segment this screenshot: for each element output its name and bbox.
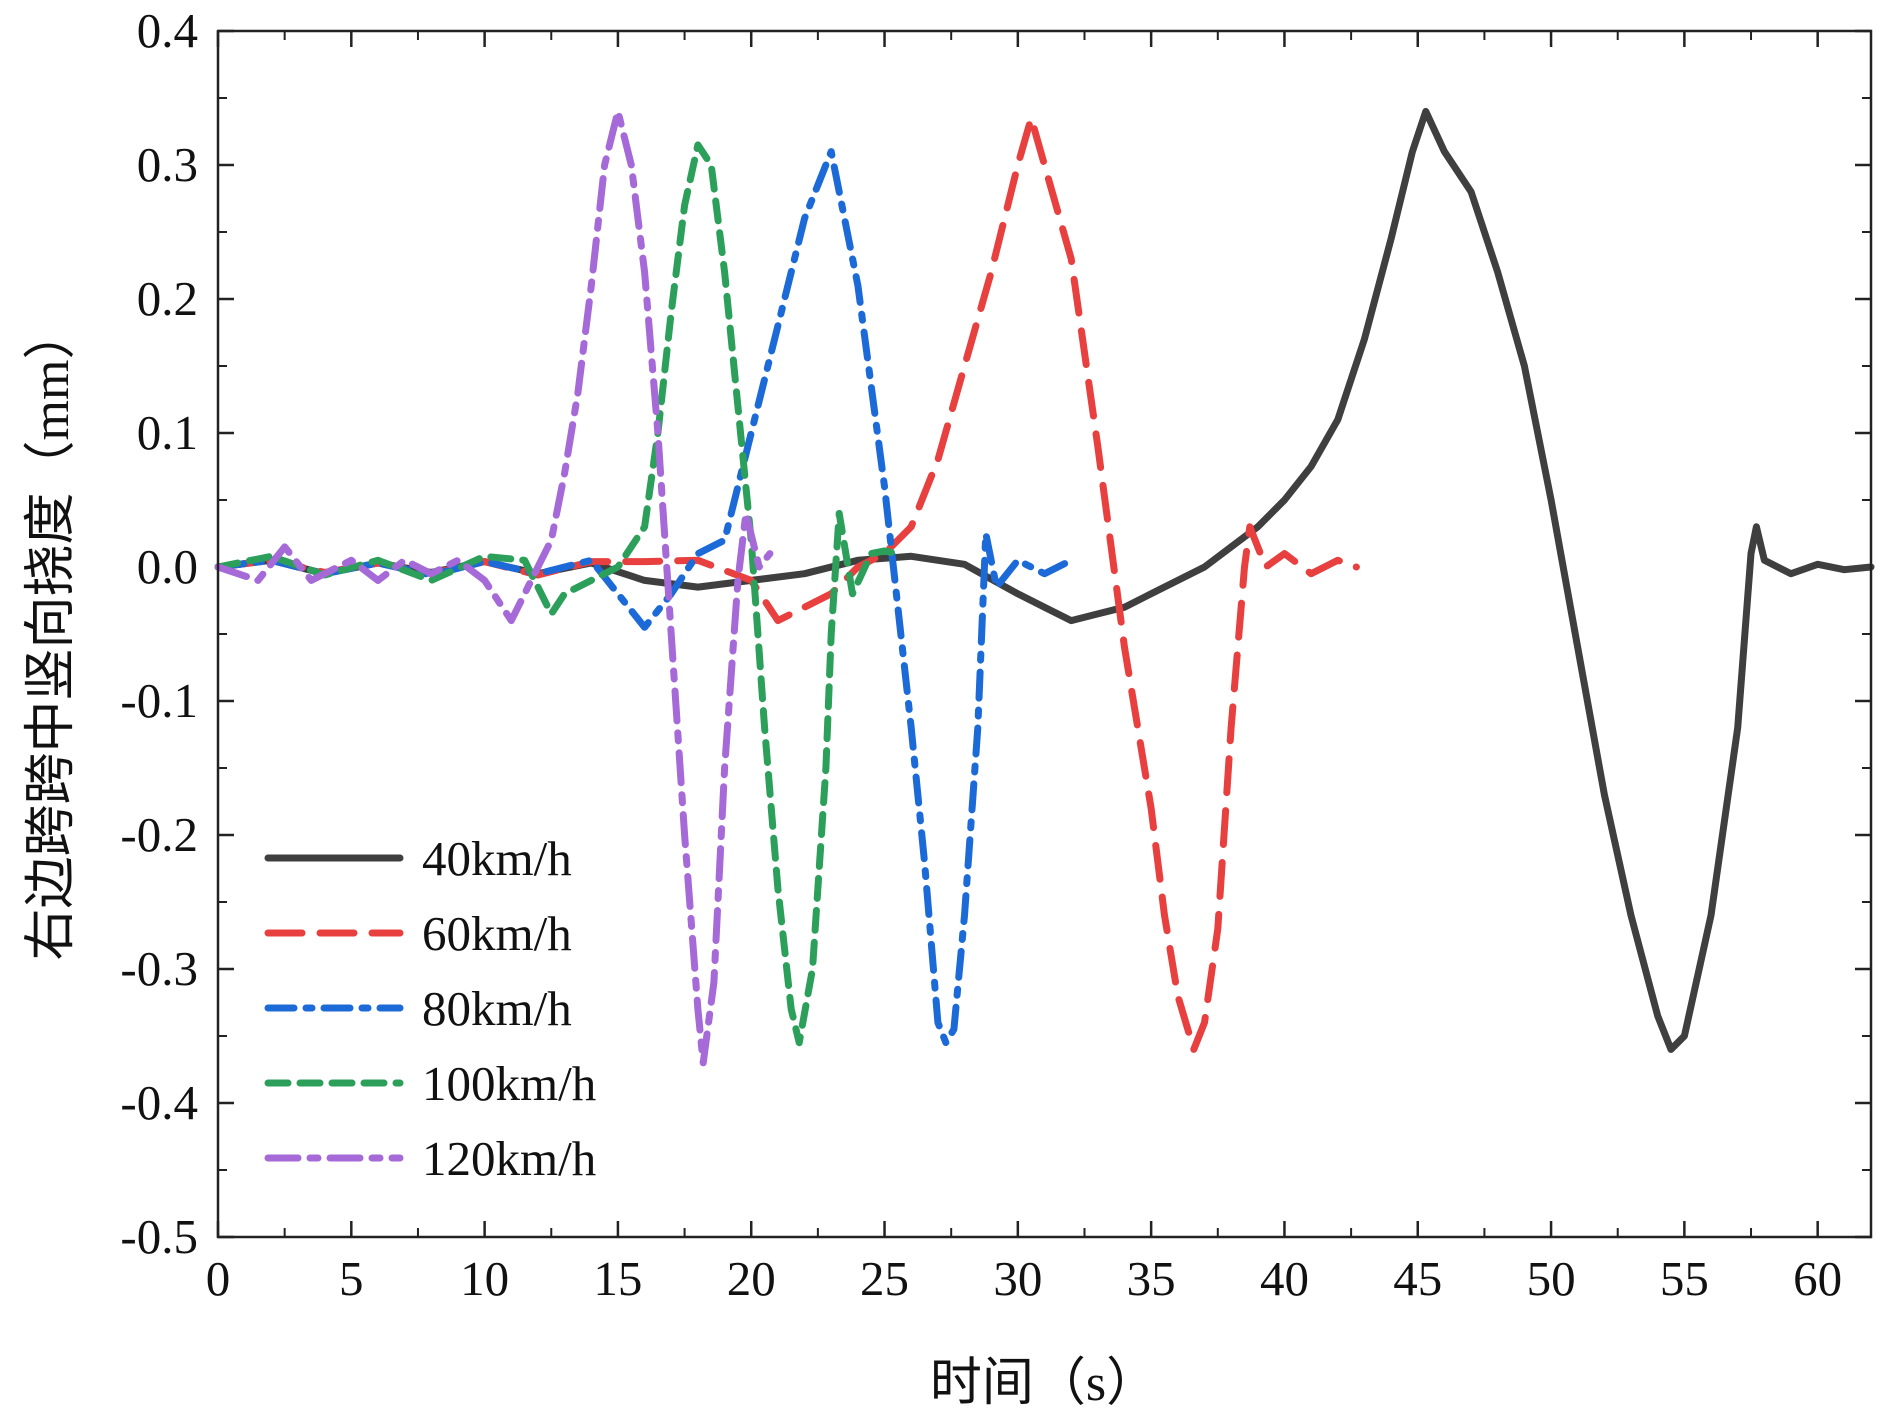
x-tick-label: 15: [593, 1251, 642, 1306]
legend-label: 80km/h: [422, 981, 572, 1036]
plot-frame: [216, 29, 1873, 1239]
legend-label: 120km/h: [422, 1131, 596, 1186]
x-tick-labels: 0 5 10 15 20 25 30 35 40 45 50 55 60: [206, 1251, 1842, 1306]
y-tick-label: -0.5: [120, 1209, 198, 1264]
y-tick-label: -0.3: [120, 941, 198, 996]
series-line-60km/h: [214, 114, 1360, 1053]
y-axis-title: 右边跨跨中竖向挠度（mm）: [23, 308, 80, 961]
y-tick-label: -0.4: [120, 1075, 198, 1130]
x-axis-title: 时间（s）: [930, 1355, 1158, 1412]
axis-ticks: [216, 29, 1871, 1239]
series-line-80km/h: [214, 148, 1075, 1047]
legend-label: 100km/h: [422, 1056, 596, 1111]
x-tick-label: 5: [339, 1251, 364, 1306]
y-tick-label: 0.4: [137, 3, 198, 58]
y-tick-label: 0.1: [137, 405, 198, 460]
y-tick-label: 0.0: [137, 539, 198, 594]
y-tick-labels: 0.4 0.3 0.2 0.1 0.0 -0.1 -0.2 -0.3 -0.4 -0.5: [120, 3, 198, 1264]
legend-label: 60km/h: [422, 906, 572, 961]
x-tick-label: 50: [1527, 1251, 1576, 1306]
x-tick-label: 60: [1793, 1251, 1842, 1306]
y-tick-label: 0.2: [137, 271, 198, 326]
x-tick-label: 35: [1127, 1251, 1176, 1306]
x-tick-label: 40: [1260, 1251, 1309, 1306]
x-tick-label: 55: [1660, 1251, 1709, 1306]
legend-label: 40km/h: [422, 831, 572, 886]
x-tick-label: 30: [993, 1251, 1042, 1306]
x-tick-label: 45: [1393, 1251, 1442, 1306]
series-layer: [214, 107, 1875, 1067]
series-line-100km/h: [214, 141, 902, 1047]
x-tick-label: 25: [860, 1251, 909, 1306]
y-tick-label: -0.2: [120, 807, 198, 862]
y-tick-label: 0.3: [137, 137, 198, 192]
x-tick-label: 20: [727, 1251, 776, 1306]
x-tick-label: 0: [206, 1251, 231, 1306]
series-line-120km/h: [214, 107, 774, 1067]
legend: 40km/h 60km/h 80km/h 100km/h 120km/h: [264, 831, 596, 1186]
y-tick-label: -0.1: [120, 673, 198, 728]
x-tick-label: 10: [460, 1251, 509, 1306]
